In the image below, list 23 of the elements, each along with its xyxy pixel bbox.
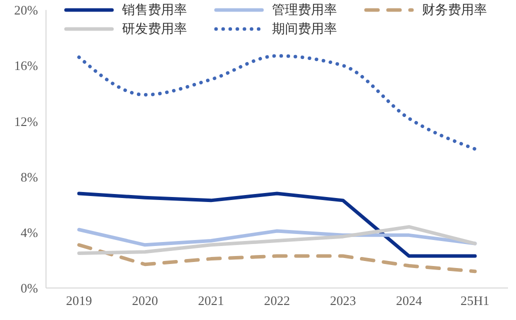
legend-label: 财务费用率 xyxy=(422,1,487,19)
y-tick-label: 16% xyxy=(14,58,38,74)
legend-label: 研发费用率 xyxy=(122,20,187,38)
x-tick-label: 25H1 xyxy=(460,293,490,308)
line-series xyxy=(77,225,477,255)
y-tick-label: 8% xyxy=(20,169,38,184)
legend-label: 管理费用率 xyxy=(272,1,337,19)
x-tick-label: 2019 xyxy=(66,293,92,308)
line-series xyxy=(77,54,477,151)
legend-label: 销售费用率 xyxy=(122,1,187,19)
y-tick-label: 0% xyxy=(20,280,38,296)
line-series xyxy=(77,243,477,274)
legend-label: 期间费用率 xyxy=(272,20,337,38)
x-tick-label: 2024 xyxy=(396,293,422,308)
line-series xyxy=(77,228,477,247)
x-tick-label: 2021 xyxy=(198,293,224,308)
y-tick-label: 12% xyxy=(14,114,38,129)
x-tick-label: 2023 xyxy=(330,293,356,308)
x-tick-label: 2022 xyxy=(264,293,290,308)
y-tick-label: 4% xyxy=(20,225,38,240)
y-tick-label: 20% xyxy=(14,2,38,18)
x-tick-label: 2020 xyxy=(132,293,158,308)
line-series xyxy=(77,192,477,258)
